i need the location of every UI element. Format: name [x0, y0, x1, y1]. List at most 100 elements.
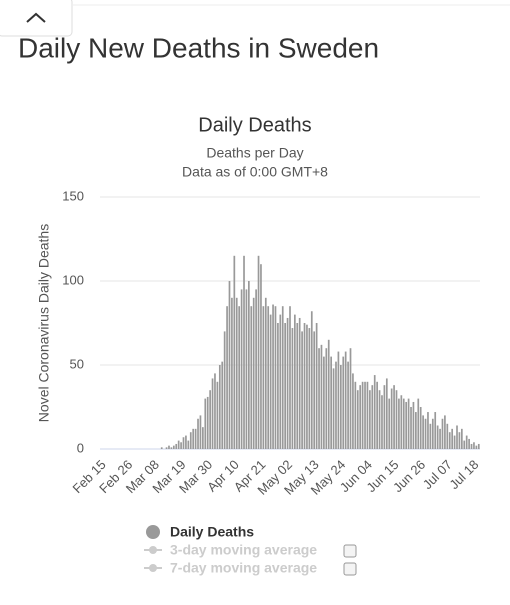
- bar: [296, 323, 299, 449]
- bar: [371, 385, 374, 449]
- bar: [209, 390, 211, 449]
- bar: [221, 361, 224, 449]
- bar: [419, 407, 422, 449]
- bar: [202, 427, 204, 449]
- bar: [475, 445, 478, 449]
- bar: [274, 306, 277, 449]
- bar: [369, 390, 371, 449]
- bar: [216, 381, 219, 449]
- bar: [361, 381, 364, 449]
- bar: [352, 373, 354, 449]
- collapse-button[interactable]: [0, 0, 73, 37]
- bar: [434, 412, 437, 449]
- bar: [344, 351, 347, 449]
- bar: [431, 418, 434, 449]
- bar: [257, 255, 260, 449]
- bar: [187, 440, 190, 449]
- bar: [402, 398, 405, 449]
- bar: [407, 398, 410, 449]
- bar: [168, 445, 170, 449]
- bar: [463, 440, 466, 449]
- bar: [456, 425, 458, 449]
- bar: [395, 390, 398, 449]
- bar: [267, 306, 270, 449]
- bar: [310, 311, 313, 449]
- legend-label[interactable]: 3-day moving average: [170, 542, 317, 558]
- bar: [286, 317, 289, 449]
- legend-checkbox[interactable]: [343, 544, 357, 558]
- caret-icon: [26, 12, 46, 23]
- bar: [277, 323, 279, 449]
- bar: [470, 443, 473, 449]
- bar: [405, 401, 408, 449]
- bar: [354, 381, 357, 449]
- bar: [303, 323, 306, 449]
- legend-symbol[interactable]: [149, 546, 157, 554]
- bar: [373, 375, 376, 449]
- legend-symbol[interactable]: [146, 525, 160, 539]
- y-tick-label: 100: [62, 272, 84, 287]
- bar: [308, 328, 311, 449]
- bar: [255, 289, 257, 449]
- bar: [165, 447, 168, 449]
- bar: [199, 415, 202, 449]
- bar: [226, 306, 228, 449]
- bar: [301, 331, 303, 449]
- bar: [446, 423, 449, 449]
- bar: [325, 348, 328, 449]
- bar: [330, 356, 332, 449]
- bar: [318, 348, 320, 449]
- y-tick-label: 50: [70, 356, 84, 371]
- bar: [248, 281, 250, 449]
- bar: [233, 255, 236, 449]
- bar: [185, 435, 187, 449]
- bar: [412, 401, 415, 449]
- bar: [180, 442, 182, 449]
- bar: [422, 415, 424, 449]
- bar: [388, 398, 391, 449]
- legend-symbol[interactable]: [149, 564, 157, 572]
- bar: [293, 314, 296, 449]
- bar: [315, 323, 318, 449]
- bar: [223, 331, 226, 449]
- bar: [327, 339, 330, 449]
- bar: [323, 356, 325, 449]
- bar: [436, 425, 439, 449]
- bar: [189, 432, 192, 449]
- bar: [448, 432, 451, 449]
- bar: [424, 418, 427, 449]
- bar: [281, 306, 284, 449]
- bar: [415, 412, 417, 449]
- bar: [291, 328, 294, 449]
- bar: [393, 385, 395, 449]
- bar: [429, 423, 432, 449]
- bar: [439, 428, 441, 449]
- bar: [458, 432, 461, 449]
- bar: [238, 306, 241, 449]
- y-tick-label: 0: [77, 440, 84, 455]
- legend-label[interactable]: Daily Deaths: [170, 524, 254, 540]
- bar: [427, 412, 429, 449]
- bar: [218, 365, 221, 449]
- bar: [289, 306, 291, 449]
- bar: [214, 373, 216, 449]
- bar: [269, 314, 272, 449]
- bar: [364, 381, 366, 449]
- bar: [192, 428, 195, 449]
- chart-title: Daily Deaths: [198, 114, 311, 136]
- bar: [211, 378, 214, 449]
- legend-label[interactable]: 7-day moving average: [170, 560, 317, 576]
- bar: [240, 289, 243, 449]
- legend-checkbox[interactable]: [343, 562, 357, 576]
- bar: [250, 306, 253, 449]
- bar: [279, 314, 282, 449]
- bar: [465, 435, 468, 449]
- bar: [390, 388, 393, 449]
- bar: [264, 297, 267, 449]
- bar: [400, 395, 403, 449]
- y-tick-label: 150: [62, 188, 84, 203]
- bar: [444, 415, 446, 449]
- bar: [332, 368, 335, 449]
- bar: [453, 435, 456, 449]
